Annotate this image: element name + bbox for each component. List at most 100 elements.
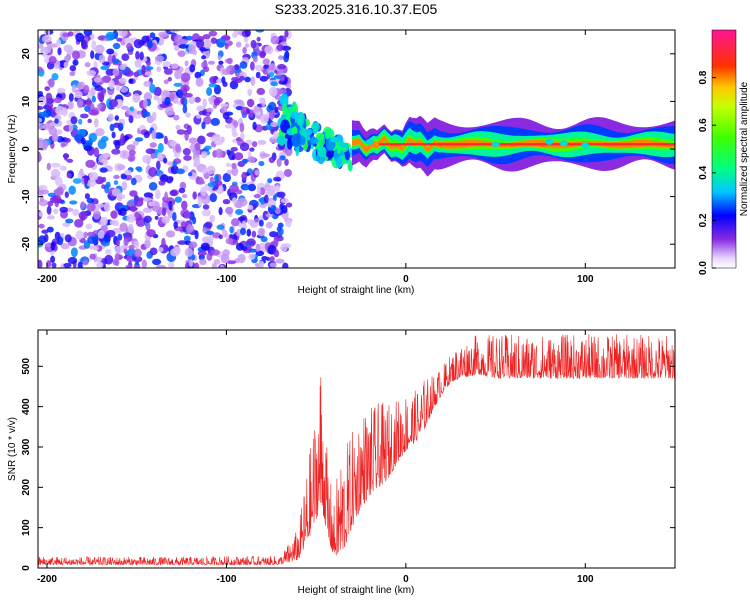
noise-blob [206,252,213,261]
noise-blob [139,51,144,61]
noise-blob [258,160,265,167]
noise-blob [174,196,182,203]
noise-blob [127,51,134,55]
noise-blob [46,226,54,233]
noise-blob [255,243,261,252]
transition-blob [291,126,298,135]
noise-blob [167,77,172,82]
noise-blob [86,70,97,76]
noise-blob [206,165,216,175]
colorbar: 0.0 0.2 0.4 0.6 0.8 Normalized spectral ampl… [698,29,750,275]
noise-blob [257,140,267,145]
noise-blob [232,131,238,138]
noise-blob [127,153,136,162]
noise-blob [134,137,144,142]
noise-blob [184,131,189,141]
noise-blob [253,194,261,199]
noise-blob [48,43,59,48]
noise-blob [48,56,57,65]
noise-blob [90,87,96,97]
noise-blob [133,264,141,268]
noise-blob [199,258,207,266]
noise-blob [86,179,97,187]
noise-blob [173,82,183,87]
noise-blob [143,99,148,109]
noise-blob [113,58,120,64]
noise-blob [244,76,251,83]
noise-blob [233,64,240,71]
noise-blob [54,176,63,187]
noise-blob [101,184,106,189]
noise-blob [196,114,202,119]
noise-blob [214,138,224,146]
noise-blob [259,187,266,196]
noise-blob [197,135,206,145]
noise-blob [60,142,66,148]
noise-blob [224,42,229,50]
noise-blob [184,211,191,219]
noise-blob [143,92,153,102]
noise-blob [193,97,202,103]
noise-blob [241,220,247,229]
carrier-blob [545,138,554,145]
noise-blob [247,204,254,210]
noise-blob [237,253,246,264]
noise-blob [185,112,191,118]
noise-blob [75,230,84,240]
noise-blob [220,103,229,108]
noise-blob [275,258,285,264]
noise-blob [210,117,220,126]
noise-blob [51,73,59,81]
noise-blob [38,111,48,117]
noise-blob [267,186,275,196]
carrier-blob [339,142,348,149]
noise-blob [254,218,260,223]
noise-blob [46,260,52,268]
noise-blob [273,249,280,258]
noise-blob [203,39,212,49]
noise-blob [255,111,262,116]
noise-blob [168,260,175,268]
noise-blob [162,61,171,68]
noise-blob [216,38,226,48]
noise-blob [277,222,284,229]
noise-blob [172,160,177,168]
noise-blob [38,123,45,130]
noise-blob [203,116,212,125]
noise-blob [132,255,143,263]
noise-blob [204,145,212,150]
noise-blob [162,90,171,96]
noise-blob [118,30,128,38]
noise-blob [74,90,83,99]
noise-blob [285,202,293,208]
noise-blob [196,39,205,49]
noise-blob [258,228,265,237]
noise-blob [93,246,99,251]
spectrogram-ylabel: Frequency (Hz) [7,115,18,184]
noise-blob [244,43,250,48]
noise-blob [38,96,47,105]
noise-blob [62,222,70,227]
noise-blob [233,152,244,161]
noise-blob [105,229,116,238]
noise-blob [157,142,164,153]
noise-blob [170,248,180,257]
x-tick-label: 100 [577,574,594,585]
noise-blob [233,30,239,36]
noise-blob [258,97,265,103]
noise-blob [201,121,206,130]
noise-blob [74,219,84,228]
noise-blob [75,32,85,43]
noise-blob [259,75,268,82]
noise-blob [278,55,284,60]
noise-blob [188,241,198,249]
noise-blob [231,162,237,169]
noise-blob [94,44,105,54]
noise-blob [65,218,74,224]
noise-blob [102,240,110,247]
noise-blob [41,229,49,234]
noise-blob [88,109,99,116]
noise-blob [178,38,189,45]
noise-blob [143,207,150,213]
noise-blob [165,176,174,184]
